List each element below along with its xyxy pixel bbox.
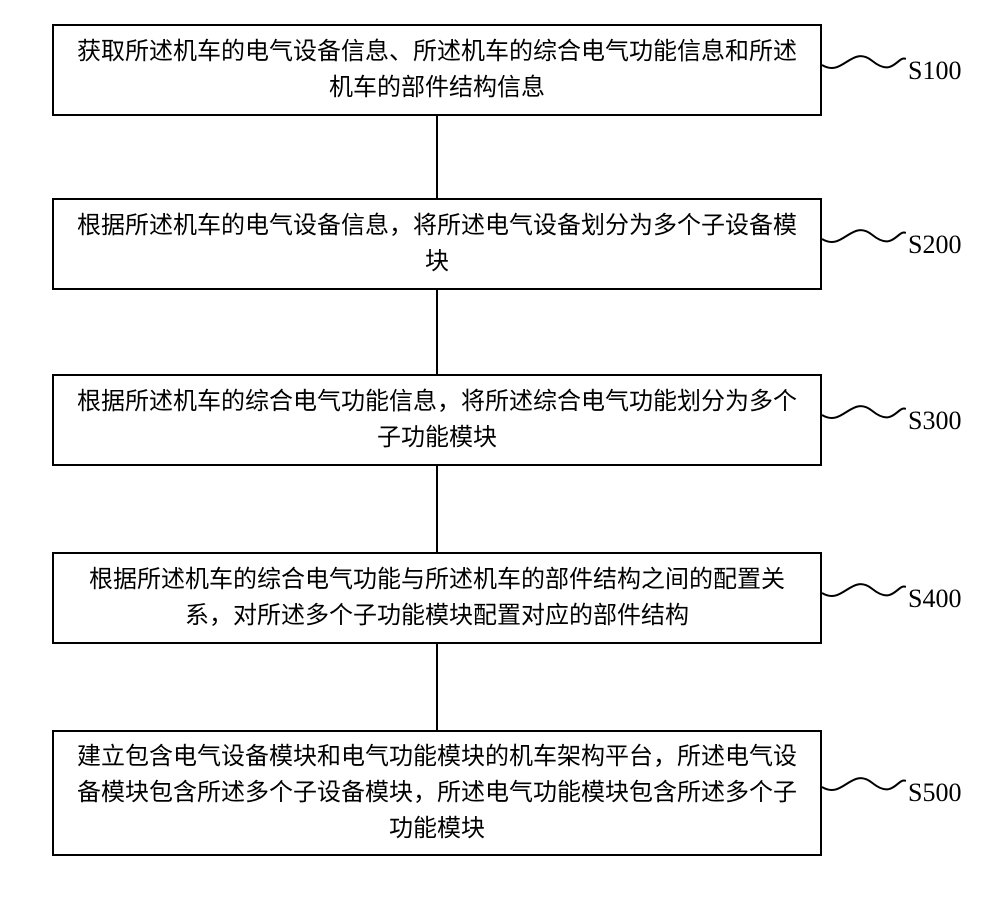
step-text: 根据所述机车的电气设备信息，将所述电气设备划分为多个子设备模块 — [74, 208, 800, 280]
step-label-s500: S500 — [908, 778, 961, 808]
step-box-s400: 根据所述机车的综合电气功能与所述机车的部件结构之间的配置关系，对所述多个子功能模… — [52, 552, 822, 644]
step-label-s400: S400 — [908, 584, 961, 614]
squiggle-s500 — [822, 768, 906, 803]
step-label-s200: S200 — [908, 230, 961, 260]
squiggle-s400 — [822, 574, 906, 609]
squiggle-s300 — [822, 396, 906, 431]
squiggle-s100 — [822, 46, 906, 81]
step-label-s100: S100 — [908, 56, 961, 86]
step-box-s200: 根据所述机车的电气设备信息，将所述电气设备划分为多个子设备模块 — [52, 198, 822, 290]
step-box-s500: 建立包含电气设备模块和电气功能模块的机车架构平台，所述电气设备模块包含所述多个子… — [52, 730, 822, 856]
connector-1 — [436, 290, 438, 374]
step-label-s300: S300 — [908, 406, 961, 436]
connector-2 — [436, 466, 438, 552]
step-box-s100: 获取所述机车的电气设备信息、所述机车的综合电气功能信息和所述机车的部件结构信息 — [52, 24, 822, 116]
connector-3 — [436, 644, 438, 730]
flowchart-canvas: 获取所述机车的电气设备信息、所述机车的综合电气功能信息和所述机车的部件结构信息 S… — [0, 0, 1000, 917]
step-text: 建立包含电气设备模块和电气功能模块的机车架构平台，所述电气设备模块包含所述多个子… — [74, 739, 800, 847]
step-box-s300: 根据所述机车的综合电气功能信息，将所述综合电气功能划分为多个子功能模块 — [52, 374, 822, 466]
step-text: 根据所述机车的综合电气功能信息，将所述综合电气功能划分为多个子功能模块 — [74, 384, 800, 456]
squiggle-s200 — [822, 220, 906, 255]
step-text: 根据所述机车的综合电气功能与所述机车的部件结构之间的配置关系，对所述多个子功能模… — [74, 562, 800, 634]
connector-0 — [436, 116, 438, 198]
step-text: 获取所述机车的电气设备信息、所述机车的综合电气功能信息和所述机车的部件结构信息 — [74, 34, 800, 106]
